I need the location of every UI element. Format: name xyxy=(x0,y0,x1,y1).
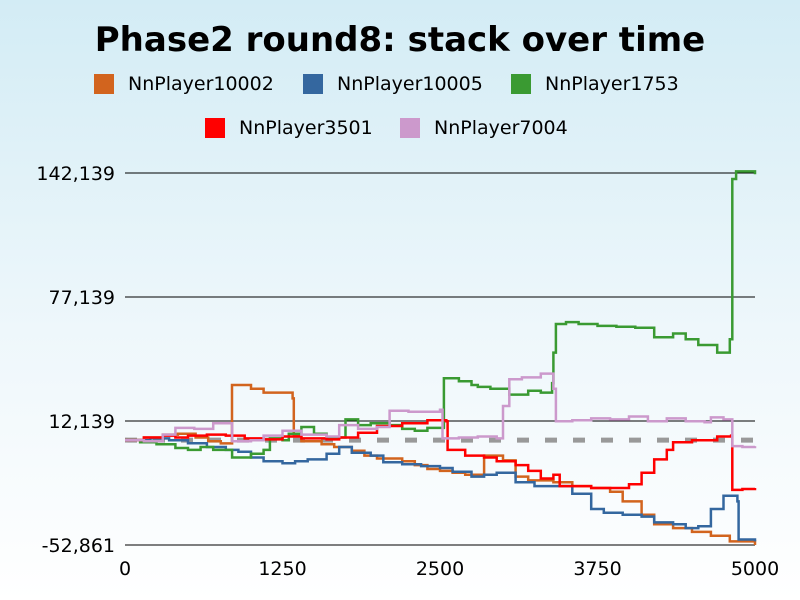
legend-item-nnplayer7004: NnPlayer7004 xyxy=(400,117,568,139)
legend-item-nnplayer1753: NnPlayer1753 xyxy=(511,73,679,95)
series-line-nnplayer1753 xyxy=(125,170,757,459)
series-line-nnplayer10005 xyxy=(125,437,757,542)
y-tick-label: 12,139 xyxy=(49,411,115,433)
legend-swatch-nnplayer10005 xyxy=(303,74,323,94)
legend-swatch-nnplayer7004 xyxy=(400,118,420,138)
grid-layer xyxy=(125,172,755,546)
legend-label-nnplayer1753: NnPlayer1753 xyxy=(545,73,679,95)
series-layer xyxy=(125,170,757,545)
x-tick-label: 2500 xyxy=(416,558,464,580)
y-tick-label: 142,139 xyxy=(36,163,115,185)
chart-title: Phase2 round8: stack over time xyxy=(94,20,706,60)
legend-swatch-nnplayer3501 xyxy=(205,118,225,138)
x-tick-label: 1250 xyxy=(258,558,306,580)
legend-label-nnplayer10002: NnPlayer10002 xyxy=(128,73,274,95)
legend-item-nnplayer10005: NnPlayer10005 xyxy=(303,73,483,95)
legend-label-nnplayer7004: NnPlayer7004 xyxy=(434,117,568,139)
legend-swatch-nnplayer1753 xyxy=(511,74,531,94)
legend-item-nnplayer10002: NnPlayer10002 xyxy=(94,73,274,95)
legend-swatch-nnplayer10002 xyxy=(94,74,114,94)
legend-item-nnplayer3501: NnPlayer3501 xyxy=(205,117,373,139)
legend-label-nnplayer10005: NnPlayer10005 xyxy=(337,73,483,95)
x-tick-label: 5000 xyxy=(731,558,779,580)
series-line-nnplayer7004 xyxy=(125,372,757,449)
x-tick-label: 3750 xyxy=(573,558,621,580)
y-tick-label: 77,139 xyxy=(49,287,115,309)
y-tick-label: -52,861 xyxy=(42,535,115,557)
series-line-nnplayer3501 xyxy=(125,419,757,492)
legend-label-nnplayer3501: NnPlayer3501 xyxy=(239,117,373,139)
x-tick-label: 0 xyxy=(119,558,131,580)
axis-layer: -52,861 12,139 77,139 142,139 0 1250 2500 3750 5… xyxy=(36,163,779,580)
